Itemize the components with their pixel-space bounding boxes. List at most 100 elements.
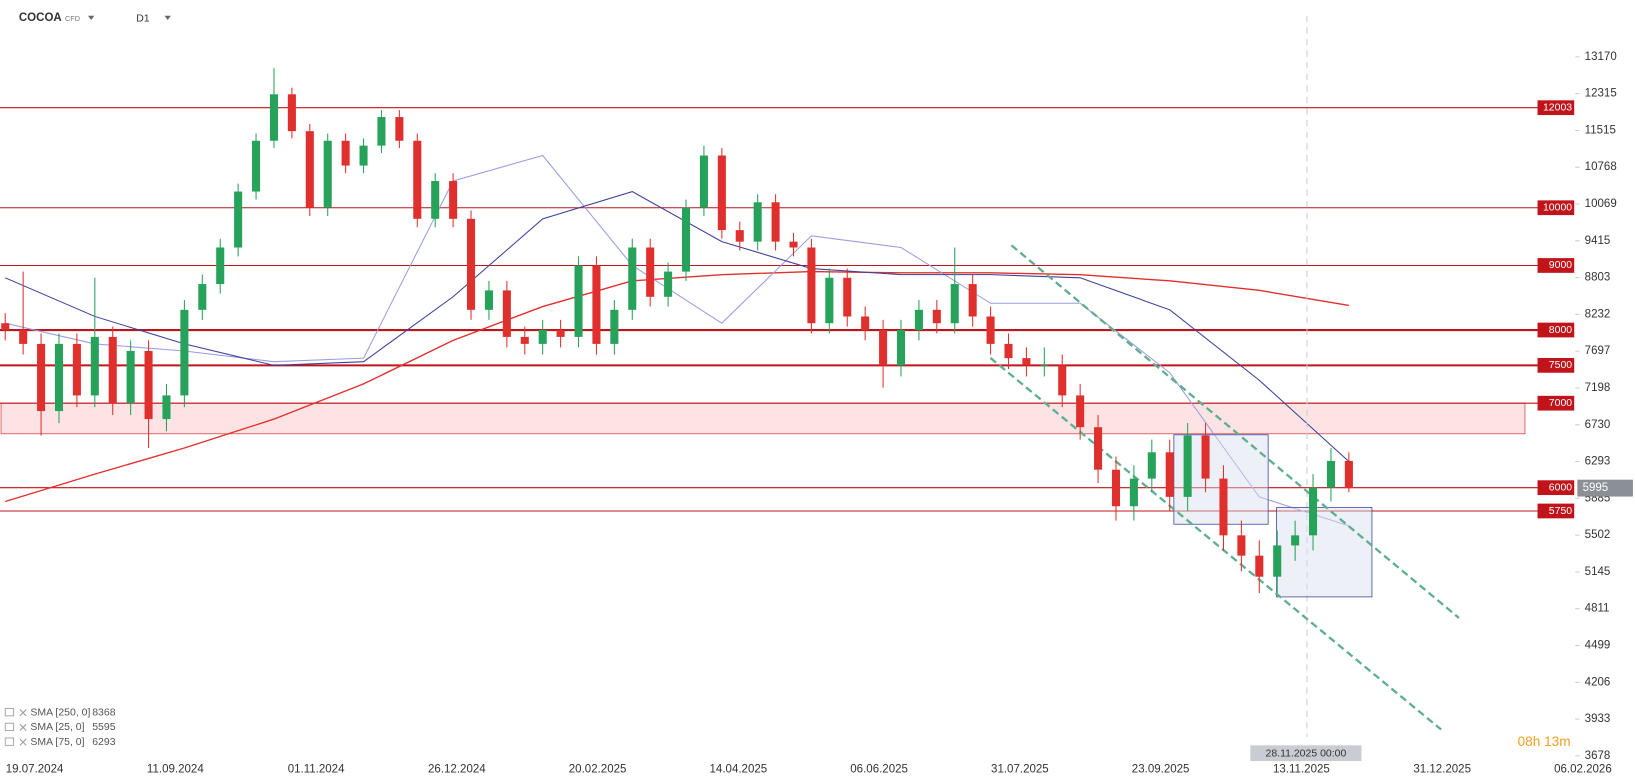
candle-body — [879, 330, 888, 366]
x-tick-label: 31.07.2025 — [991, 764, 1049, 776]
y-tick-label: 4811 — [1585, 603, 1610, 615]
candle-body — [986, 316, 995, 344]
legend-name: SMA [75, 0] — [30, 736, 84, 748]
candle-body — [90, 336, 99, 396]
candle-body — [126, 350, 135, 404]
candle-body — [1, 323, 10, 331]
axis-layer: 13170 12315 11515 10768 10069 9415 8803 8232 769… — [6, 51, 1617, 776]
candle-body — [1273, 545, 1282, 577]
candle-body — [1326, 460, 1335, 488]
countdown: 08h 13m — [1518, 734, 1571, 749]
candle-body — [162, 395, 171, 420]
symbol[interactable]: COCOA — [19, 12, 63, 24]
legend-name: SMA [25, 0] — [30, 721, 84, 733]
candle-body — [484, 290, 493, 310]
y-tick-label: 11515 — [1585, 124, 1616, 136]
legend-icon — [4, 722, 15, 731]
candle-body — [610, 309, 619, 344]
sma-layer — [5, 154, 1350, 527]
candle-body — [413, 140, 422, 219]
level-label-box — [1537, 100, 1575, 116]
y-tick-label: 13170 — [1585, 51, 1617, 63]
candle-body — [932, 309, 941, 324]
x-tick-label: 14.04.2025 — [710, 764, 768, 776]
timeframe[interactable]: D1 — [136, 13, 150, 25]
candle-body — [269, 94, 278, 141]
candle-body — [234, 191, 243, 248]
candle-body — [1094, 427, 1103, 470]
candle-body — [789, 241, 798, 248]
channel-line — [1010, 244, 1460, 619]
level-label: 10000 — [1543, 202, 1572, 214]
x-tick-label: 01.11.2024 — [288, 764, 345, 776]
legend-icon — [4, 708, 15, 717]
legend-value: 5595 — [92, 721, 115, 733]
candle-body — [664, 271, 673, 297]
candle-body — [377, 117, 386, 146]
zone — [0, 402, 1526, 435]
zone-layer — [0, 402, 1526, 435]
y-tick-label: 3933 — [1585, 713, 1611, 725]
candle-body — [431, 181, 440, 219]
y-tick-label: 5145 — [1585, 566, 1611, 578]
level-label: 9000 — [1549, 259, 1572, 271]
candle-body — [1058, 365, 1067, 396]
level-label-box — [1537, 200, 1575, 216]
candle-body — [556, 330, 565, 337]
dropdown-arrow[interactable] — [88, 15, 95, 21]
channel-line — [989, 357, 1442, 731]
candle-body — [1022, 358, 1031, 366]
range-box — [1276, 506, 1373, 598]
legend-remove — [19, 709, 27, 717]
level-label: 8000 — [1549, 324, 1572, 336]
x-tick-label: 26.12.2024 — [428, 764, 486, 776]
candle-body — [323, 140, 332, 208]
candle-body — [520, 336, 529, 344]
candle-body — [592, 265, 601, 344]
level-label-box — [1537, 503, 1575, 519]
candle-body — [735, 230, 744, 242]
price-label: 5995 — [1583, 482, 1609, 494]
candle-body — [19, 330, 28, 344]
legend-value: 8368 — [92, 706, 115, 718]
candle-body — [1183, 435, 1192, 497]
legend-remove — [19, 738, 27, 746]
candle-body — [54, 343, 64, 412]
sma-line — [5, 154, 1350, 527]
x-tick-label: 06.06.2025 — [850, 764, 908, 776]
crosshair-label-box — [1250, 745, 1362, 762]
candle-body — [72, 343, 81, 396]
y-tick-label: 3678 — [1585, 750, 1611, 762]
candle-body — [252, 140, 261, 192]
y-tick-label: 12315 — [1585, 88, 1617, 100]
level-label: 6000 — [1549, 481, 1572, 493]
level-label-box — [1537, 358, 1575, 373]
y-tick-label: 6293 — [1585, 456, 1611, 468]
candle-body — [180, 309, 189, 396]
candle-body — [574, 265, 583, 337]
candle-body — [538, 330, 547, 344]
candle-body — [144, 350, 153, 420]
y-tick-label: 7198 — [1585, 382, 1611, 394]
candle-body — [216, 247, 225, 285]
candle-body — [807, 247, 816, 324]
legend-name: SMA [250, 0] — [30, 706, 90, 718]
y-tick-label: 8803 — [1585, 272, 1611, 284]
candle-body — [287, 94, 296, 132]
y-tick-label: 4206 — [1585, 676, 1611, 688]
candle-body — [1147, 452, 1156, 479]
candle-body — [628, 247, 637, 310]
candle-body — [467, 218, 476, 310]
candle-body — [1255, 555, 1264, 577]
candle-body — [395, 117, 404, 141]
candle-body — [896, 330, 906, 366]
candle-body — [681, 207, 691, 272]
level-label: 5750 — [1549, 505, 1572, 517]
candle-body — [717, 155, 726, 231]
x-tick-label: 19.07.2024 — [6, 764, 64, 776]
dropdown-arrow[interactable] — [164, 15, 171, 21]
candle-body — [646, 247, 655, 297]
